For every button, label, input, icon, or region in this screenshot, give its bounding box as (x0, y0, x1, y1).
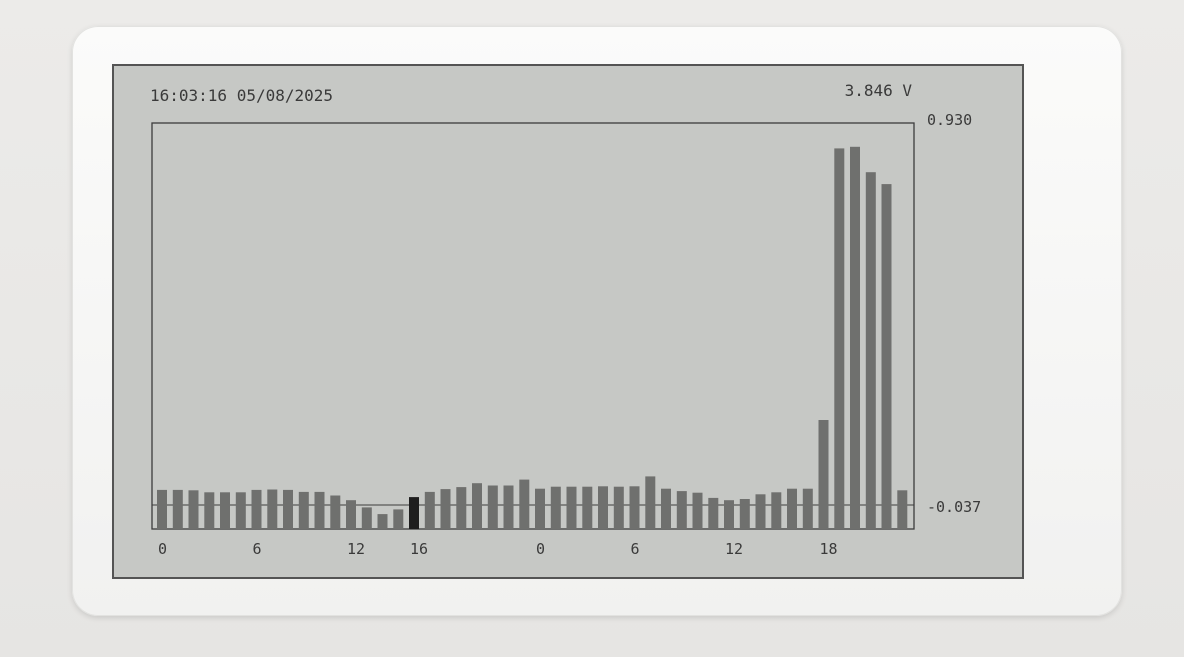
chart-bar (598, 486, 608, 529)
chart-bar (708, 497, 719, 529)
chart-bar (676, 491, 687, 529)
chart-bar (865, 172, 876, 529)
chart-bar (440, 489, 451, 529)
x-tick-label: 16 (410, 540, 428, 558)
chart-bar (519, 479, 530, 529)
chart-bar (850, 146, 860, 530)
chart-bar (172, 489, 183, 529)
chart-bar (251, 489, 262, 529)
chart-bar (818, 420, 829, 529)
chart-bar (330, 495, 341, 529)
y-max-label: 0.930 (927, 111, 972, 129)
chart-bar (235, 492, 246, 529)
chart-bar (613, 486, 624, 529)
chart-bar (283, 489, 293, 529)
chart-bar (377, 514, 388, 529)
chart-bar (472, 483, 482, 529)
chart-bar (456, 487, 467, 529)
x-tick-label: 0 (536, 540, 545, 558)
x-tick-label: 6 (253, 540, 262, 558)
chart-bar (157, 489, 167, 529)
chart-bar (550, 486, 561, 529)
chart-bar (771, 492, 782, 529)
chart-bar (661, 488, 671, 529)
chart-bar (188, 490, 199, 529)
x-tick-label: 0 (158, 540, 167, 558)
x-tick-labels: 0 6 12 16 0 6 12 18 (158, 540, 838, 558)
voltage-label: 3.846 V (845, 81, 913, 100)
chart-bar (739, 499, 750, 529)
current-hour-bar (409, 497, 419, 529)
x-tick-label: 6 (631, 540, 640, 558)
chart-bar (582, 486, 593, 529)
x-tick-label: 12 (347, 540, 365, 558)
chart-bar (692, 492, 703, 529)
y-min-label: -0.037 (927, 498, 981, 516)
energy-bar-chart: 16:03:16 05/08/2025 3.846 V 0.930 -0.037… (150, 81, 981, 558)
chart-bar (298, 491, 309, 529)
chart-bar (393, 509, 404, 529)
chart-bar (503, 485, 514, 529)
x-tick-label: 18 (820, 540, 838, 558)
eink-screen: 16:03:16 05/08/2025 3.846 V 0.930 -0.037… (112, 64, 1024, 579)
chart-bar (220, 492, 230, 529)
chart-bar (424, 491, 435, 529)
chart-bar (724, 500, 734, 529)
chart-bar (535, 488, 545, 529)
chart-bar (897, 490, 908, 529)
chart-bar (314, 491, 325, 529)
chart-bar (566, 486, 577, 529)
chart-bar (802, 488, 813, 529)
chart-bar (755, 494, 766, 529)
chart-bar (834, 148, 845, 529)
chart-bar (645, 476, 656, 529)
x-tick-label: 12 (725, 540, 743, 558)
chart-bar (361, 507, 372, 529)
chart-bar (881, 184, 892, 529)
datetime-label: 16:03:16 05/08/2025 (150, 86, 333, 105)
chart-bar (787, 488, 797, 529)
chart-bar (487, 485, 498, 529)
chart-bar (629, 486, 640, 529)
bars-group (157, 146, 908, 530)
chart-frame (151, 122, 915, 530)
chart-bar (346, 500, 356, 529)
chart-bar (204, 492, 215, 529)
chart-bar (267, 489, 278, 529)
